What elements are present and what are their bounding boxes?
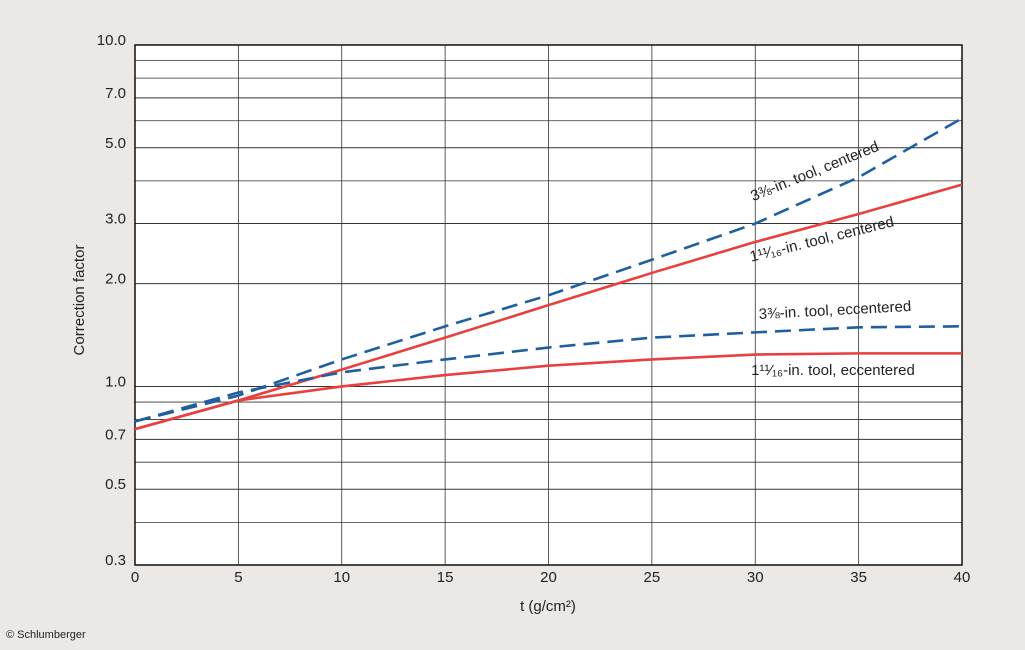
- y-tick-label: 0.7: [105, 426, 126, 443]
- x-tick-label: 40: [954, 569, 971, 586]
- series-line: [134, 325, 963, 423]
- y-tick-label: 7.0: [105, 85, 126, 102]
- series-line: [134, 117, 963, 423]
- plot-frame: [134, 44, 963, 566]
- series-line: [134, 183, 963, 431]
- credit: © Schlumberger: [6, 629, 86, 641]
- x-tick-label: 5: [234, 569, 242, 586]
- x-tick-label: 35: [850, 569, 867, 586]
- x-tick-label: 30: [747, 569, 764, 586]
- x-tick-label: 10: [333, 569, 350, 586]
- y-tick-label: 2.0: [105, 271, 126, 288]
- series-line: [134, 352, 962, 431]
- y-tick-label: 5.0: [105, 135, 126, 152]
- y-axis-label: Correction factor: [71, 245, 88, 356]
- x-tick-label: 0: [131, 569, 139, 586]
- y-tick-label: 3.0: [105, 211, 126, 228]
- y-tick-label: 0.5: [105, 476, 126, 493]
- x-tick-label: 20: [540, 569, 557, 586]
- x-axis-label: t (g/cm²): [520, 598, 576, 615]
- y-tick-label: 0.3: [105, 552, 126, 569]
- x-tick-label: 25: [644, 569, 661, 586]
- x-tick-label: 15: [437, 569, 454, 586]
- y-tick-label: 10.0: [97, 32, 126, 49]
- y-tick-label: 1.0: [105, 373, 126, 390]
- series-label: 1¹¹⁄₁₆-in. tool, eccentered: [751, 362, 915, 379]
